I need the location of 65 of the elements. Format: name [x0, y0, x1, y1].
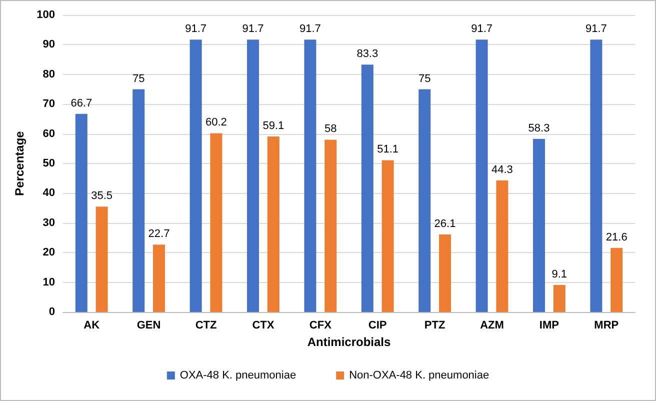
- x-tick-label: IMP: [539, 320, 559, 332]
- bar: [324, 140, 337, 312]
- bar: [533, 138, 545, 312]
- bar: [96, 206, 108, 312]
- data-label: 91.7: [185, 23, 207, 36]
- bar: [190, 40, 202, 312]
- data-label: 75: [418, 72, 431, 85]
- data-label: 59.1: [262, 120, 284, 132]
- data-label: 58.3: [528, 122, 550, 134]
- bar: [247, 40, 259, 312]
- data-label: 91.7: [471, 23, 493, 36]
- bar: [210, 133, 222, 312]
- data-label: 66.7: [70, 97, 92, 110]
- legend-label: OXA-48 K. pneumoniae: [180, 370, 296, 382]
- data-label: 26.1: [434, 218, 456, 230]
- x-tick-label: PTZ: [424, 320, 446, 332]
- y-tick-label: 100: [36, 9, 55, 21]
- bar: [476, 40, 488, 312]
- bar: [361, 64, 374, 312]
- x-tick-label: CTZ: [195, 320, 217, 332]
- y-tick-label: 40: [42, 187, 55, 200]
- bar: [439, 234, 451, 312]
- x-axis-title: Antimicrobials: [307, 335, 391, 349]
- y-tick-label: 0: [48, 306, 55, 318]
- x-tick-label: CFX: [309, 320, 332, 332]
- bar: [418, 89, 431, 312]
- bar: [153, 244, 165, 312]
- data-label: 22.7: [148, 228, 170, 240]
- y-tick-label: 90: [42, 38, 55, 51]
- bar: [75, 114, 88, 312]
- bar: [267, 136, 280, 312]
- data-label: 51.1: [377, 144, 399, 156]
- x-tick-label: AK: [84, 320, 100, 332]
- y-tick-label: 70: [42, 98, 55, 110]
- x-tick-label: GEN: [136, 320, 161, 332]
- y-axis-title: Percentage: [12, 130, 27, 196]
- data-label: 83.3: [356, 48, 378, 60]
- bar: [382, 160, 394, 312]
- x-tick-label: MRP: [594, 320, 619, 332]
- data-label: 35.5: [91, 190, 113, 202]
- y-tick-label: 20: [42, 246, 55, 259]
- data-label: 91.7: [299, 23, 321, 36]
- bar: [132, 89, 145, 312]
- y-tick-label: 80: [42, 68, 55, 80]
- bar: [496, 180, 508, 312]
- bar: [553, 284, 566, 312]
- y-tick-label: 50: [42, 158, 55, 170]
- x-tick-label: CTX: [252, 320, 275, 332]
- data-label: 44.3: [491, 164, 513, 176]
- data-label: 58: [324, 123, 337, 136]
- bar: [590, 40, 602, 312]
- data-label: 60.2: [205, 116, 227, 129]
- bar: [304, 40, 316, 312]
- y-tick-label: 30: [42, 216, 55, 229]
- y-tick-label: 60: [42, 128, 55, 140]
- x-tick-label: CIP: [368, 320, 387, 332]
- data-label: 75: [132, 72, 145, 85]
- y-tick-label: 10: [42, 276, 55, 288]
- data-label: 21.6: [606, 231, 628, 244]
- data-label: 91.7: [585, 23, 607, 36]
- data-label: 91.7: [242, 23, 264, 36]
- legend-label: Non-OXA-48 K. pneumoniae: [349, 370, 490, 382]
- x-tick-label: AZM: [480, 320, 504, 332]
- bar: [610, 248, 623, 312]
- data-label: 9.1: [552, 268, 568, 280]
